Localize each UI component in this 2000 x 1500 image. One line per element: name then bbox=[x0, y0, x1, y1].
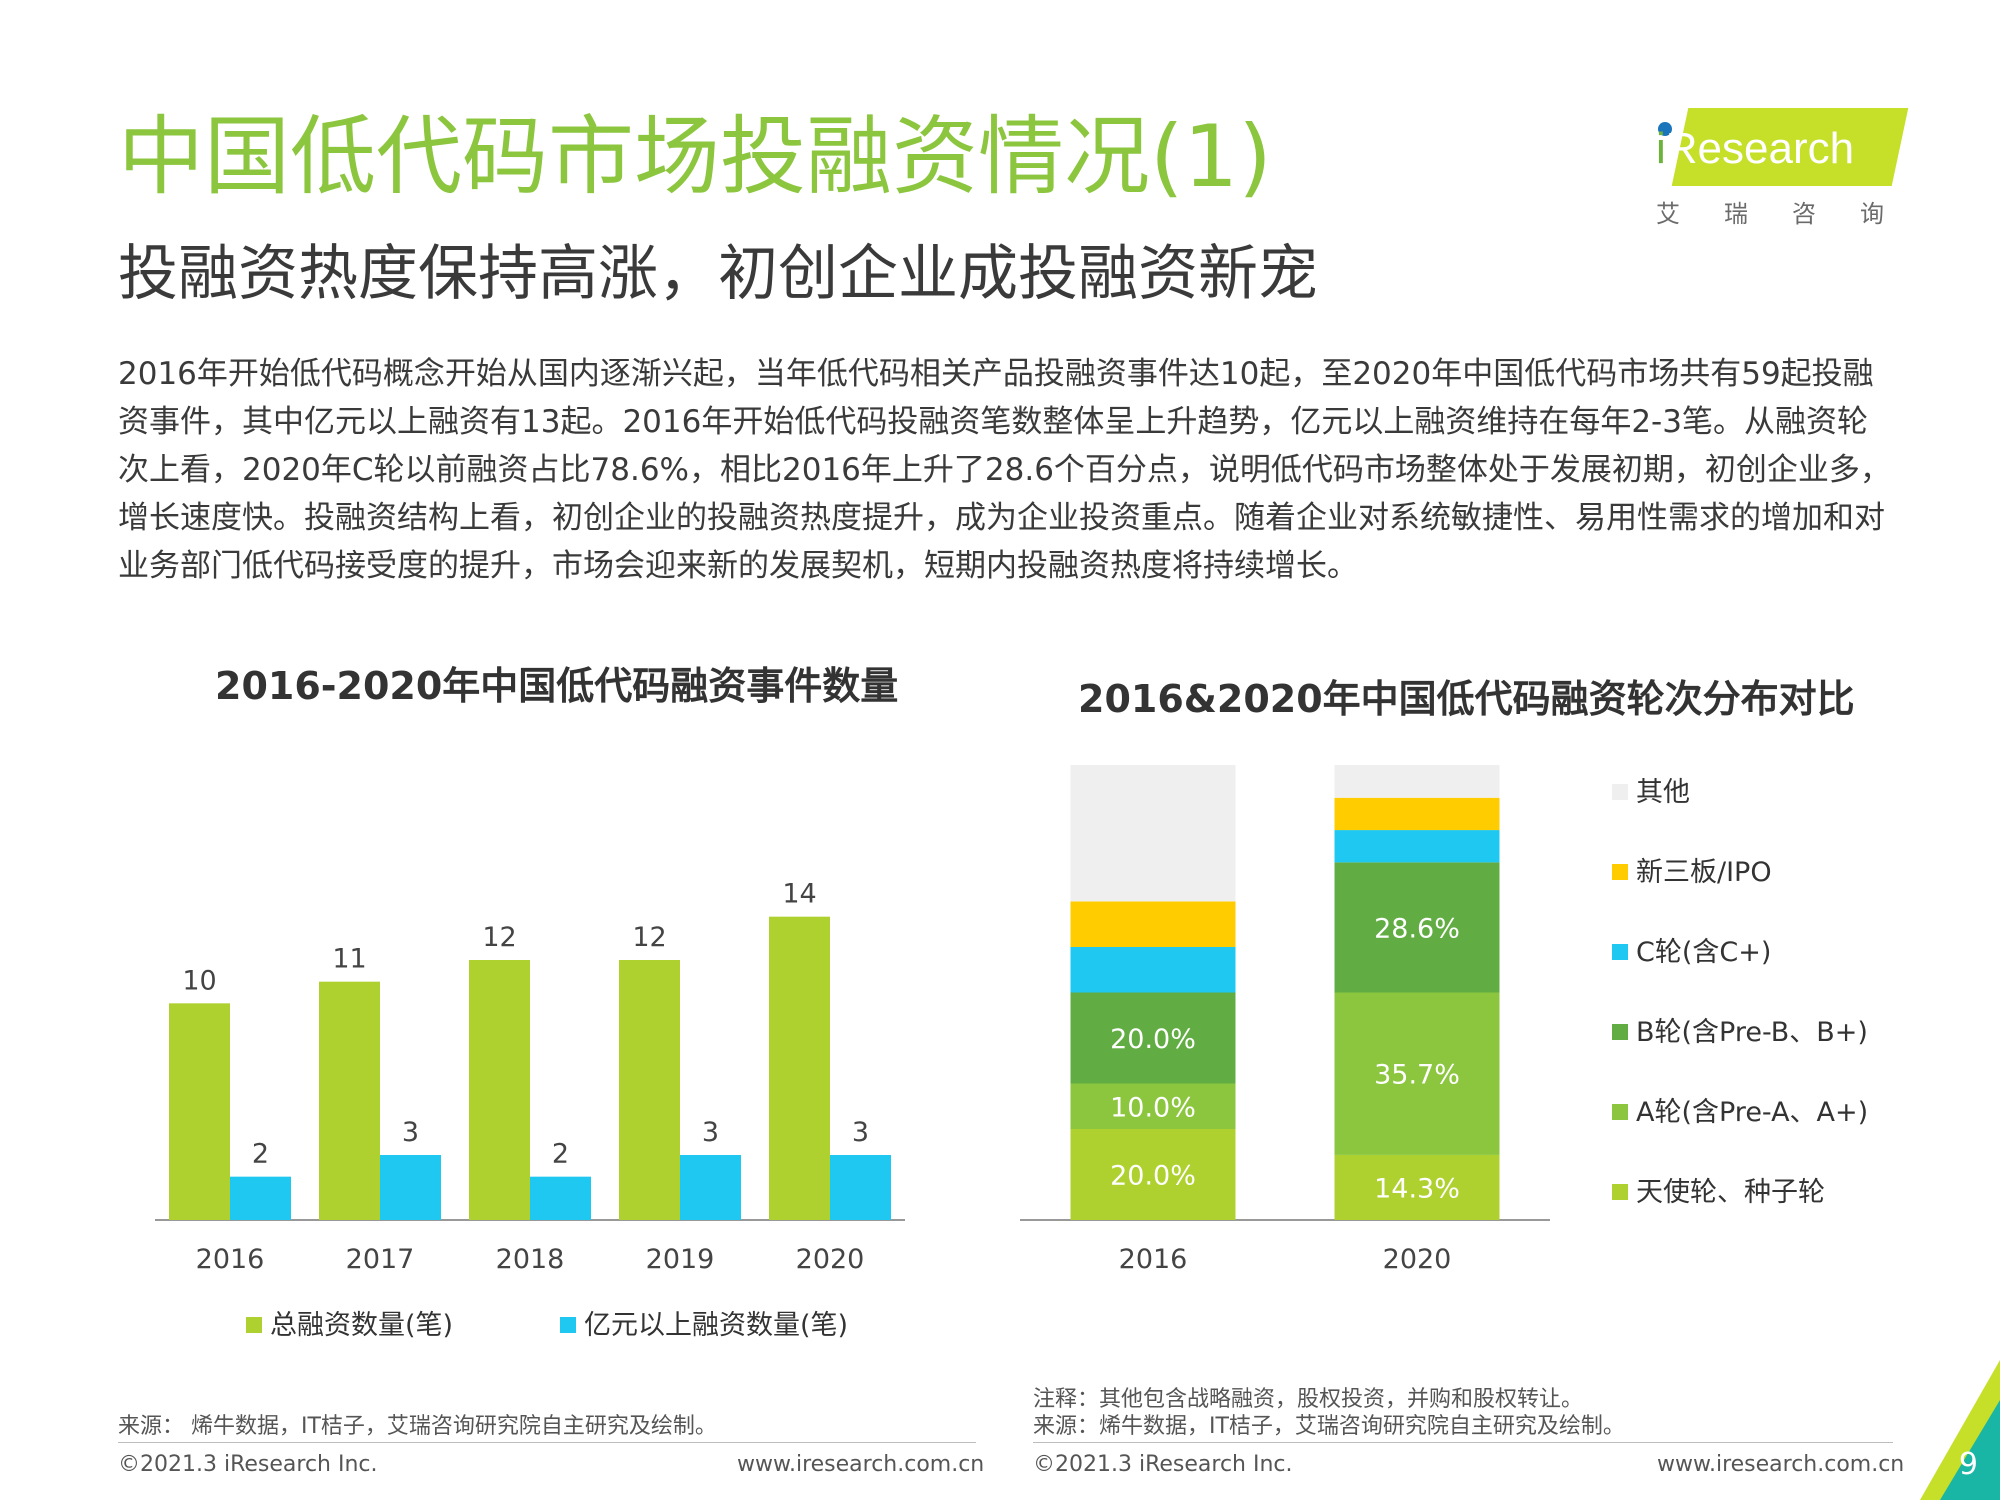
intro-paragraph: 2016年开始低代码概念开始从国内逐渐兴起，当年低代码相关产品投融资事件达10起… bbox=[118, 356, 1891, 584]
chart2-segment-2016 bbox=[1070, 1129, 1236, 1220]
legend-label: 天使轮、种子轮 bbox=[1636, 1177, 1825, 1208]
chart1-x-tick-label: 2020 bbox=[796, 1244, 865, 1275]
right-remark-note: 注释：其他包含战略融资，股权投资，并购和股权转让。 bbox=[1033, 1387, 1584, 1412]
logo-cn-name: 艾瑞咨询 bbox=[1656, 200, 1928, 228]
chart1-bar-total-2017 bbox=[319, 981, 380, 1220]
chart1-x-tick-label: 2019 bbox=[646, 1244, 715, 1275]
chart2-segment-2020 bbox=[1334, 765, 1500, 798]
chart1-data-label: 2 bbox=[552, 1139, 569, 1170]
corner-triangle-teal bbox=[1940, 1400, 2000, 1500]
chart1-data-label: 2 bbox=[252, 1139, 269, 1170]
chart2-title: 2016&2020年中国低代码融资轮次分布对比 bbox=[1078, 677, 1855, 721]
chart1-bar-large-2019 bbox=[680, 1155, 741, 1220]
corner-decoration bbox=[1920, 1360, 2000, 1500]
chart1-data-label: 12 bbox=[632, 922, 666, 953]
legend-swatch bbox=[1612, 783, 1628, 800]
chart2-segment-2020 bbox=[1334, 830, 1500, 863]
chart1-bar-large-2020 bbox=[830, 1155, 891, 1220]
left-source-note: 来源： 烯牛数据，IT桔子，艾瑞咨询研究院自主研究及绘制。 bbox=[118, 1414, 717, 1439]
chart1-legend-item-total: 总融资数量(笔) bbox=[246, 1303, 453, 1342]
chart2-legend-item: 其他 bbox=[1612, 770, 1690, 809]
chart1-bar-total-2019 bbox=[619, 960, 680, 1220]
chart2-segment-2020 bbox=[1334, 1154, 1500, 1220]
iresearch-logo: iResearch 艾瑞咨询 bbox=[1650, 108, 1910, 228]
chart1-data-label: 10 bbox=[182, 965, 216, 996]
legend-swatch bbox=[1612, 1103, 1628, 1120]
chart1-x-tick-label: 2017 bbox=[346, 1244, 415, 1275]
legend-label: C轮(含C+) bbox=[1636, 937, 1772, 968]
chart2-data-label: 28.6% bbox=[1374, 913, 1460, 944]
chart2-segment-2016 bbox=[1070, 765, 1236, 902]
legend-label: A轮(含Pre-A、A+) bbox=[1636, 1097, 1869, 1128]
chart1-bar-large-2018 bbox=[530, 1176, 591, 1220]
chart1-bar-total-2020 bbox=[769, 916, 830, 1220]
legend-label: 其他 bbox=[1636, 777, 1690, 808]
page-title: 中国低代码市场投融资情况(1) bbox=[118, 107, 1272, 207]
chart2-segment-2020 bbox=[1334, 992, 1500, 1155]
legend-swatch bbox=[1612, 1023, 1628, 1040]
chart2-stacked-bar-chart: 20.0% 10.0% 20.0% 2016 14.3% 35.7% 28.6% 2020 bbox=[1020, 765, 1550, 1275]
chart1-bar-large-2016 bbox=[230, 1176, 291, 1220]
chart1-title: 2016-2020年中国低代码融资事件数量 bbox=[215, 664, 899, 708]
footer-url-right[interactable]: www.iresearch.com.cn bbox=[1657, 1452, 1905, 1477]
chart1-bar-total-2016 bbox=[169, 1003, 230, 1220]
legend-swatch bbox=[1612, 943, 1628, 960]
chart1-x-tick-label: 2018 bbox=[496, 1244, 565, 1275]
page-number: 9 bbox=[1958, 1447, 1978, 1482]
chart1-data-label: 14 bbox=[782, 879, 816, 910]
chart1-legend-item-large: 亿元以上融资数量(笔) bbox=[560, 1303, 848, 1342]
footer-url-left[interactable]: www.iresearch.com.cn bbox=[737, 1452, 985, 1477]
footer-divider-right bbox=[1033, 1442, 1893, 1443]
chart1-data-label: 3 bbox=[402, 1117, 419, 1148]
footer-copyright-left: ©2021.3 iResearch Inc. bbox=[118, 1452, 378, 1477]
chart1-data-label: 11 bbox=[332, 944, 366, 975]
legend-label: B轮(含Pre-B、B+) bbox=[1636, 1017, 1868, 1048]
chart1-bar-large-2017 bbox=[380, 1155, 441, 1220]
right-source-note: 来源：烯牛数据，IT桔子，艾瑞咨询研究院自主研究及绘制。 bbox=[1033, 1414, 1625, 1439]
chart2-x-tick-label: 2016 bbox=[1119, 1244, 1188, 1275]
page-subtitle: 投融资热度保持高涨，初创企业成投融资新宠 bbox=[118, 239, 1318, 309]
logo-wordmark: iResearch bbox=[1656, 124, 1855, 173]
chart1-data-label: 3 bbox=[852, 1117, 869, 1148]
footer-divider-left bbox=[118, 1442, 976, 1443]
chart2-segment-2020 bbox=[1334, 797, 1500, 831]
chart1-x-tick-label: 2016 bbox=[196, 1244, 265, 1275]
chart2-data-label: 20.0% bbox=[1110, 1161, 1196, 1192]
chart1-data-label: 3 bbox=[702, 1117, 719, 1148]
chart2-data-label: 20.0% bbox=[1110, 1024, 1196, 1055]
chart2-data-label: 10.0% bbox=[1110, 1092, 1196, 1123]
chart2-segment-2016 bbox=[1070, 1083, 1236, 1129]
chart2-segment-2020 bbox=[1334, 862, 1500, 993]
logo-dot-icon bbox=[1658, 122, 1672, 136]
legend-swatch bbox=[246, 1316, 262, 1333]
legend-swatch bbox=[1612, 1183, 1628, 1200]
chart2-segment-2016 bbox=[1070, 901, 1236, 947]
chart2-data-label: 14.3% bbox=[1374, 1173, 1460, 1204]
chart2-data-label: 35.7% bbox=[1374, 1060, 1460, 1091]
chart1-data-label: 12 bbox=[482, 922, 516, 953]
footer-copyright-right: ©2021.3 iResearch Inc. bbox=[1033, 1452, 1293, 1477]
chart1-bar-chart: 10 2 2016 11 3 2017 12 2 2018 12 3 2019 14 3 2020 bbox=[155, 879, 905, 1275]
legend-swatch bbox=[560, 1316, 576, 1333]
legend-swatch bbox=[1612, 863, 1628, 880]
chart2-legend-item: B轮(含Pre-B、B+) bbox=[1612, 1010, 1868, 1049]
chart2-legend-item: 新三板/IPO bbox=[1612, 850, 1772, 889]
chart2-segment-2016 bbox=[1070, 992, 1236, 1084]
chart2-x-tick-label: 2020 bbox=[1383, 1244, 1452, 1275]
chart1-bar-total-2018 bbox=[469, 960, 530, 1220]
chart2-legend-item: A轮(含Pre-A、A+) bbox=[1612, 1090, 1868, 1129]
chart2-legend-item: C轮(含C+) bbox=[1612, 930, 1771, 969]
legend-label: 新三板/IPO bbox=[1636, 857, 1772, 888]
chart2-segment-2016 bbox=[1070, 947, 1236, 993]
chart2-legend-item: 天使轮、种子轮 bbox=[1612, 1170, 1825, 1209]
